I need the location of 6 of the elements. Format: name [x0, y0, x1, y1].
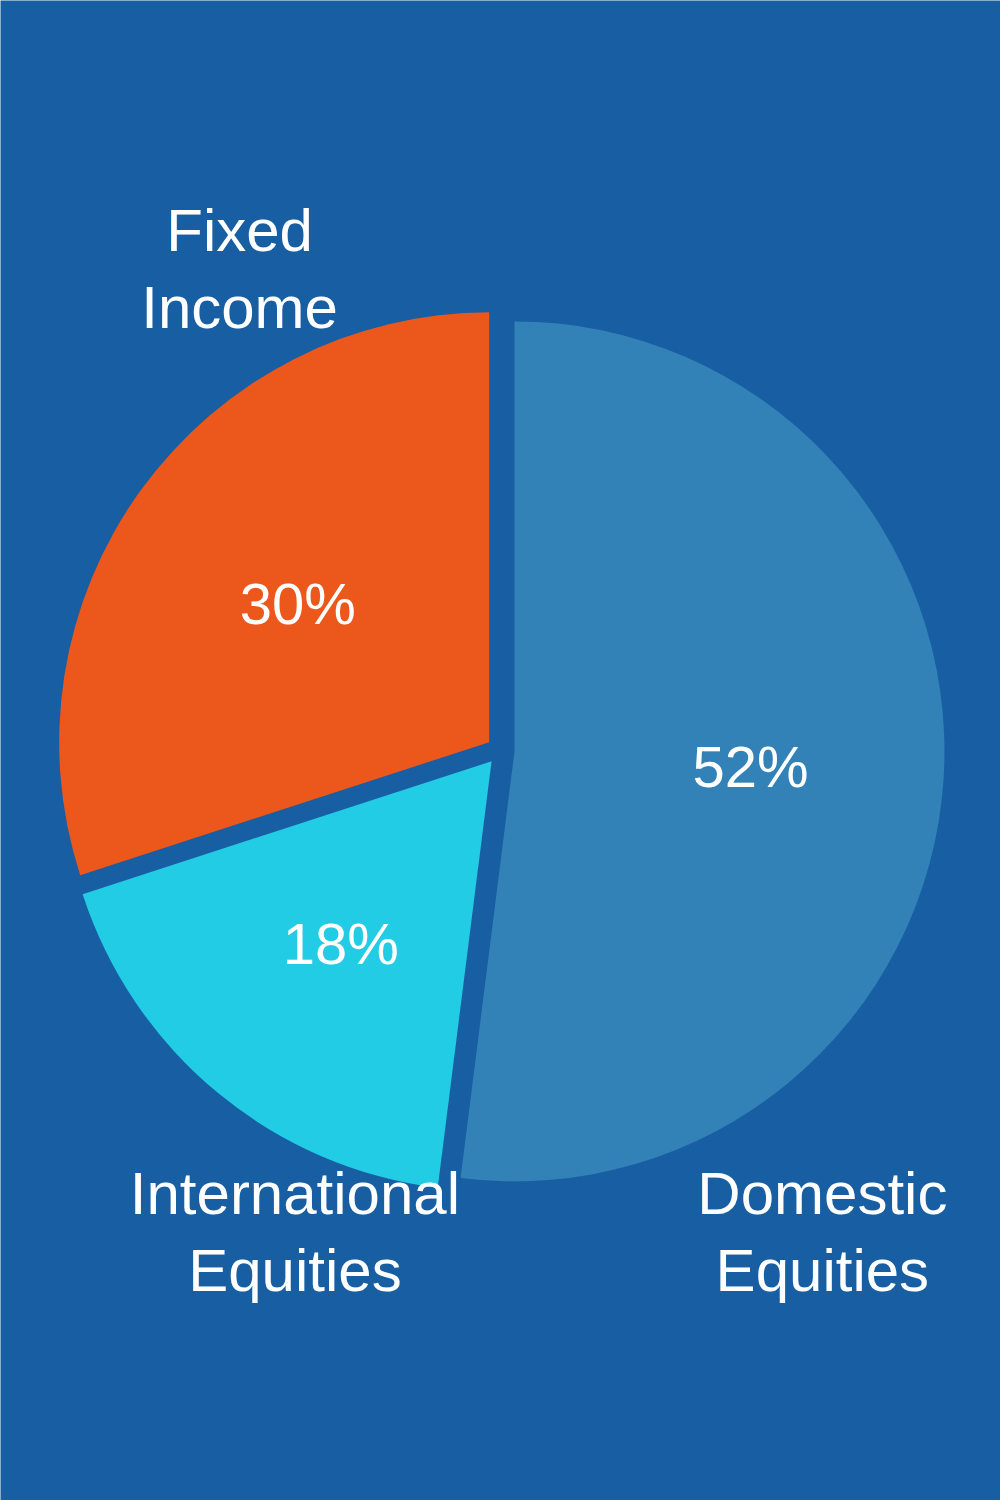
- data-label: 52%: [692, 733, 809, 799]
- data-label: 18%: [282, 911, 399, 977]
- slice-label: Domestic Equities: [697, 1160, 948, 1305]
- data-label: 30%: [239, 570, 356, 636]
- slice-label: Fixed Income: [141, 196, 338, 341]
- slice-label: International Equities: [129, 1160, 461, 1305]
